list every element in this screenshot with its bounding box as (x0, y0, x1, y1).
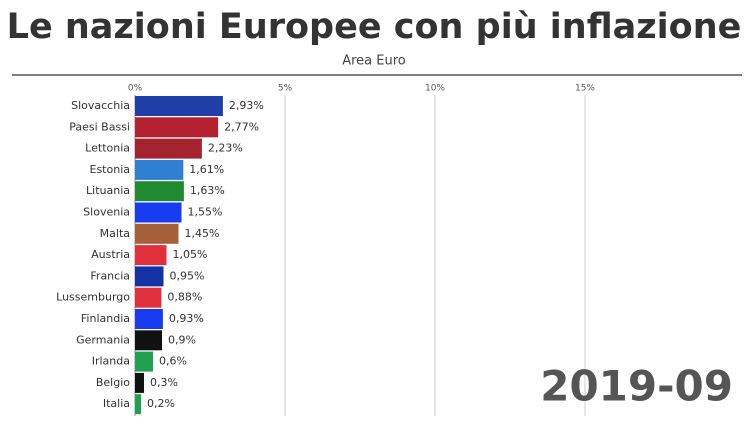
bar (135, 245, 167, 266)
category-label: Lussemburgo (56, 291, 130, 304)
value-label: 0,93% (169, 312, 204, 325)
bar (135, 372, 144, 393)
category-label: Italia (103, 397, 130, 410)
bar (135, 117, 219, 138)
value-label: 0,88% (167, 291, 202, 304)
bar (135, 138, 202, 159)
category-label: Paesi Bassi (69, 120, 130, 133)
category-label: Austria (91, 248, 130, 261)
value-label: 0,6% (159, 355, 187, 368)
bar (135, 96, 223, 116)
value-label: 0,2% (147, 397, 175, 410)
chart-subtitle: Area Euro (342, 54, 406, 69)
date-label: 2019-09 (540, 362, 733, 411)
bar (135, 181, 184, 202)
chart-title: Le nazioni Europee con più inflazione (7, 7, 742, 47)
x-tick-label: 0% (128, 84, 143, 94)
bar (135, 202, 182, 223)
value-label: 2,93% (229, 99, 264, 112)
value-label: 1,05% (173, 248, 208, 261)
category-label: Germania (76, 333, 130, 346)
bar (135, 330, 162, 351)
x-tick-label: 10% (425, 84, 445, 94)
bar (135, 351, 153, 372)
category-label: Francia (90, 269, 130, 282)
bar (135, 159, 184, 180)
category-label: Lituania (86, 184, 130, 197)
category-label: Irlanda (92, 355, 130, 368)
value-label: 2,77% (224, 120, 259, 133)
category-label: Finlandia (81, 312, 130, 325)
x-tick-label: 5% (278, 84, 293, 94)
category-label: Estonia (90, 163, 131, 176)
bar (135, 223, 179, 244)
value-label: 0,95% (170, 269, 205, 282)
value-label: 1,61% (189, 163, 224, 176)
bar (135, 309, 163, 329)
bar (135, 266, 164, 287)
value-label: 1,45% (185, 227, 220, 240)
value-label: 0,9% (168, 333, 196, 346)
category-label: Belgio (96, 376, 130, 389)
category-label: Slovacchia (71, 99, 130, 112)
value-label: 2,23% (208, 142, 243, 155)
bar (135, 287, 162, 308)
category-label: Lettonia (85, 142, 130, 155)
value-label: 1,55% (188, 206, 223, 219)
category-label: Slovenia (83, 206, 130, 219)
x-tick-label: 15% (575, 84, 595, 94)
category-label: Malta (100, 227, 130, 240)
value-label: 0,3% (150, 376, 178, 389)
value-label: 1,63% (190, 184, 225, 197)
bar (135, 394, 141, 415)
